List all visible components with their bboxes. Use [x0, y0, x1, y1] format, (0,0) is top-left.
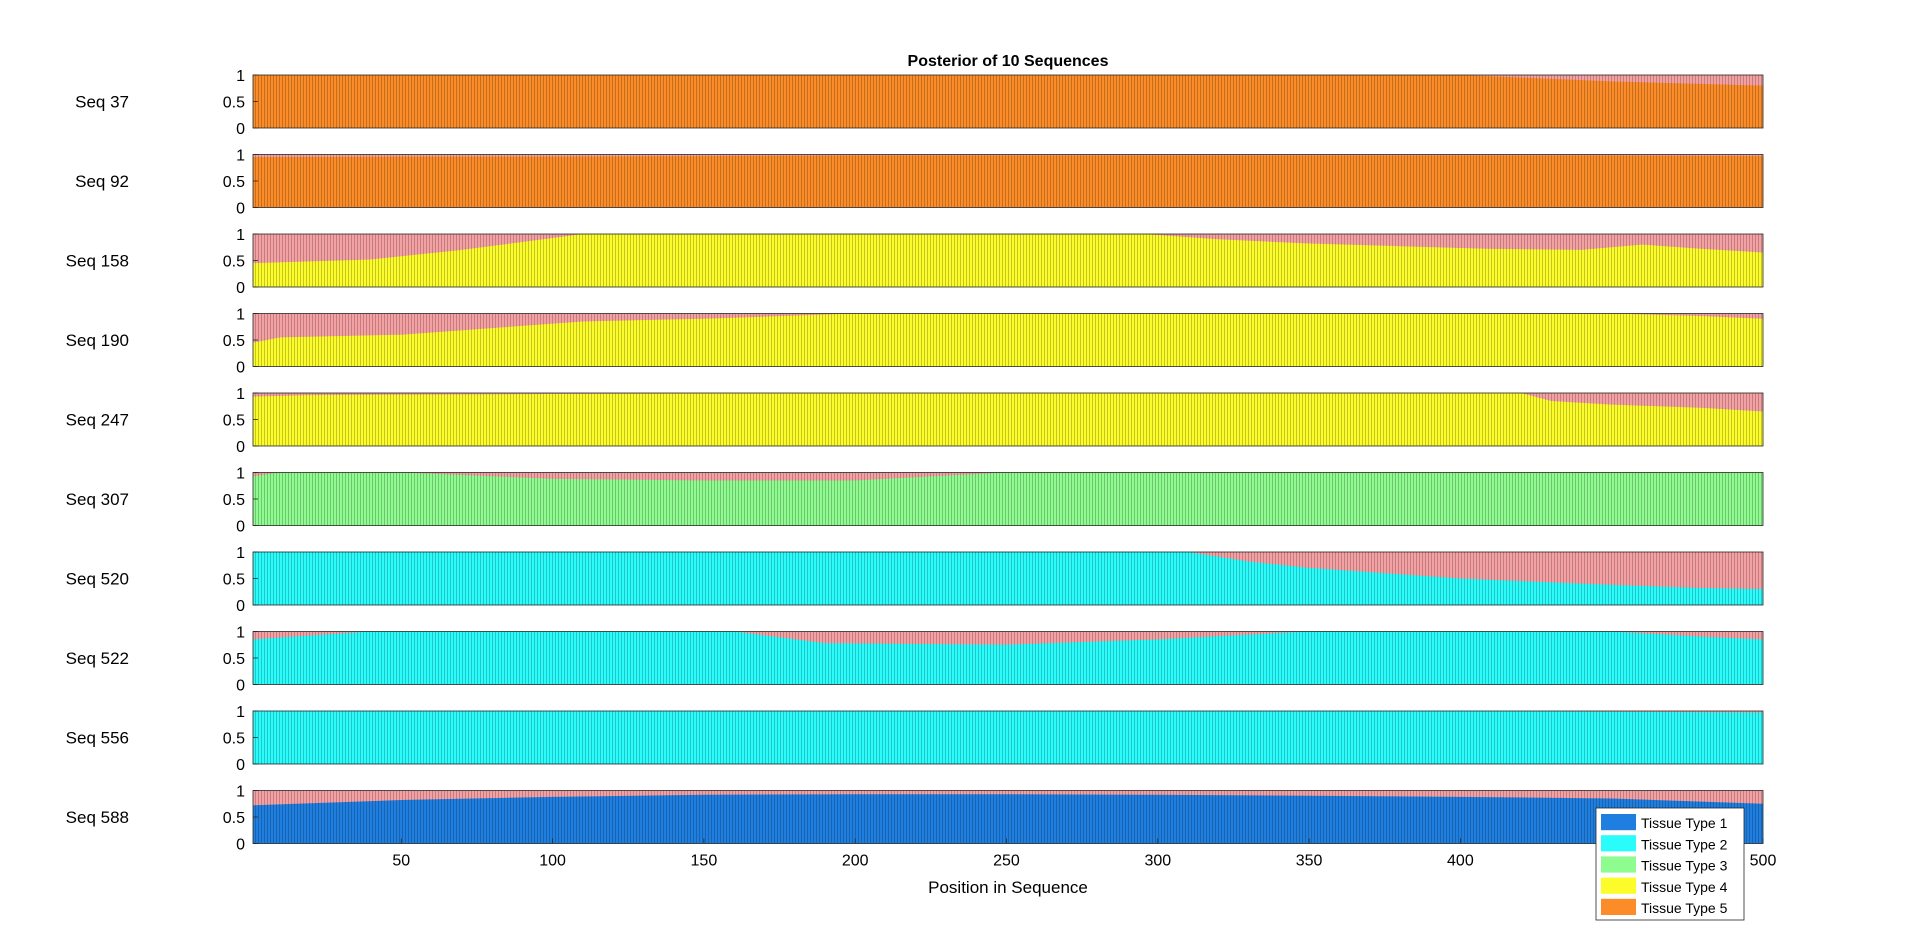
panel-5: 0 0.5 1 Seq 247	[66, 386, 1764, 456]
panel-label: Seq 588	[66, 808, 129, 827]
panel-label: Seq 556	[66, 729, 129, 748]
y-tick-label: 0.5	[223, 810, 245, 827]
panel-1: 0 0.5 1 Seq 37	[75, 68, 1764, 138]
y-tick-label: 0	[236, 121, 245, 138]
panel-label: Seq 522	[66, 649, 129, 668]
panel-label: Seq 190	[66, 331, 129, 350]
y-tick-label: 1	[236, 625, 245, 642]
y-tick-label: 0	[236, 439, 245, 456]
x-tick-label: 150	[691, 853, 718, 870]
y-tick-label: 0.5	[223, 95, 245, 112]
panel-4: 0 0.5 1 Seq 190	[66, 307, 1764, 377]
panel-bar-texture	[253, 313, 1763, 367]
y-tick-label: 0.5	[223, 731, 245, 748]
x-tick-label: 350	[1296, 853, 1323, 870]
y-tick-label: 0	[236, 201, 245, 218]
x-axis: 50 100 150 200 250 300 350 400 500	[392, 838, 1777, 870]
y-tick-label: 1	[236, 148, 245, 165]
y-tick-label: 1	[236, 307, 245, 324]
legend-swatch	[1601, 835, 1636, 852]
y-tick-label: 0	[236, 280, 245, 297]
legend-entry: Tissue Type 1	[1641, 815, 1728, 831]
panel-7: 0 0.5 1 Seq 520	[66, 545, 1764, 615]
legend-entry: Tissue Type 2	[1641, 836, 1728, 852]
panel-10: 0 0.5 1 Seq 588	[66, 784, 1764, 854]
y-tick-label: 1	[236, 466, 245, 483]
panel-bar-texture	[253, 234, 1763, 287]
x-tick-label: 50	[392, 853, 410, 870]
legend-swatch	[1601, 856, 1636, 873]
panel-bar-texture	[253, 472, 1763, 526]
panel-label: Seq 307	[66, 490, 129, 509]
y-tick-label: 0.5	[223, 174, 245, 191]
y-tick-label: 0	[236, 360, 245, 377]
x-tick-label: 500	[1750, 853, 1777, 870]
panel-label: Seq 92	[75, 172, 129, 191]
y-tick-label: 0.5	[223, 333, 245, 350]
panel-8: 0 0.5 1 Seq 522	[66, 625, 1764, 695]
y-tick-label: 1	[236, 545, 245, 562]
y-tick-label: 1	[236, 386, 245, 403]
panels-group: 0 0.5 1 Seq 37 0 0.5 1 Seq 92 0 0.5 1 Seq 158 0 0.5 1 S…	[66, 68, 1764, 854]
y-tick-label: 0	[236, 598, 245, 615]
panel-bar-texture	[253, 393, 1763, 446]
x-axis-label: Position in Sequence	[928, 878, 1088, 897]
legend: Tissue Type 1 Tissue Type 2 Tissue Type 3 T…	[1595, 807, 1745, 921]
y-tick-label: 0.5	[223, 254, 245, 271]
legend-swatch	[1601, 898, 1636, 915]
x-tick-label: 250	[993, 853, 1020, 870]
y-tick-label: 0	[236, 678, 245, 695]
y-tick-label: 0.5	[223, 492, 245, 509]
panel-bar-texture	[253, 75, 1763, 128]
panel-9: 0 0.5 1 Seq 556	[66, 704, 1764, 774]
x-tick-label: 200	[842, 853, 869, 870]
panel-3: 0 0.5 1 Seq 158	[66, 227, 1764, 297]
x-tick-label: 100	[539, 853, 566, 870]
panel-label: Seq 158	[66, 252, 129, 271]
y-tick-label: 1	[236, 227, 245, 244]
y-tick-label: 0.5	[223, 651, 245, 668]
panel-label: Seq 37	[75, 93, 129, 112]
legend-entry: Tissue Type 5	[1641, 900, 1728, 916]
legend-swatch	[1601, 877, 1636, 894]
y-tick-label: 0.5	[223, 413, 245, 430]
legend-swatch	[1601, 814, 1636, 831]
y-tick-label: 0	[236, 519, 245, 536]
x-tick-label: 300	[1144, 853, 1171, 870]
panel-bar-texture	[253, 154, 1763, 208]
panel-label: Seq 247	[66, 411, 129, 430]
x-tick-label: 400	[1447, 853, 1474, 870]
panel-label: Seq 520	[66, 570, 129, 589]
y-tick-label: 1	[236, 704, 245, 721]
panel-bar-texture	[253, 711, 1763, 764]
panel-bar-texture	[253, 552, 1763, 605]
y-tick-label: 0	[236, 837, 245, 854]
chart-title: Posterior of 10 Sequences	[908, 53, 1109, 70]
legend-entry: Tissue Type 4	[1641, 879, 1728, 895]
y-tick-label: 0	[236, 757, 245, 774]
y-tick-label: 0.5	[223, 572, 245, 589]
y-tick-label: 1	[236, 784, 245, 801]
legend-entry: Tissue Type 3	[1641, 858, 1728, 874]
panel-6: 0 0.5 1 Seq 307	[66, 466, 1764, 536]
panel-2: 0 0.5 1 Seq 92	[75, 148, 1764, 218]
panel-bar-texture	[253, 631, 1763, 685]
y-tick-label: 1	[236, 68, 245, 85]
panel-bar-texture	[253, 790, 1763, 844]
